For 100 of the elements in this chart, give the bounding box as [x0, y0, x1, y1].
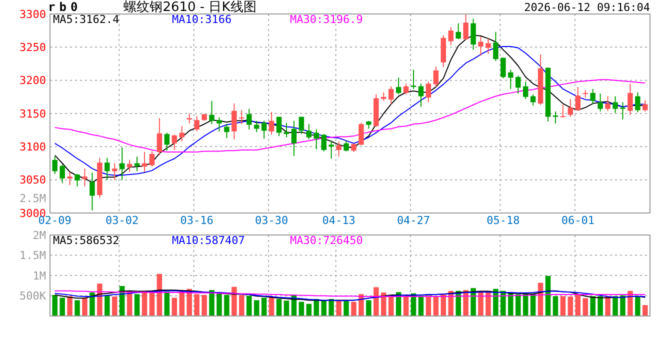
bar: [232, 286, 237, 316]
y-tick-label: 3200: [20, 74, 46, 88]
x-tick-label: 04-27: [396, 214, 430, 227]
bar: [254, 300, 260, 316]
candlestick: [433, 66, 439, 88]
line-series: [54, 79, 646, 152]
bar: [60, 298, 65, 316]
bar: [568, 296, 574, 316]
candlestick: [560, 104, 566, 118]
bar: [560, 296, 566, 316]
bar: [403, 296, 409, 316]
candlestick: [500, 57, 506, 79]
bar: [642, 305, 648, 316]
candlestick: [74, 173, 80, 187]
x-tick-label: 04-13: [322, 214, 356, 227]
x-tick-label: 03-16: [180, 214, 214, 227]
bar: [590, 296, 596, 316]
text: MA30:3196.9: [290, 13, 363, 26]
candlestick: [186, 113, 192, 124]
bar: [104, 294, 110, 316]
bar: [366, 300, 372, 316]
candlestick: [164, 132, 170, 152]
candlestick: [246, 108, 252, 130]
candlestick: [635, 92, 640, 113]
bar: [74, 300, 80, 316]
candlestick: [486, 38, 491, 54]
candlestick: [575, 86, 581, 112]
bar: [493, 288, 498, 316]
candlestick: [590, 88, 596, 105]
candlestick: [552, 111, 558, 124]
bar: [134, 294, 140, 316]
text: MA30:726450: [290, 234, 363, 247]
bar: [470, 288, 476, 316]
bar: [321, 301, 326, 316]
candlestick: [194, 116, 200, 132]
y-tick-label: 3250: [20, 41, 46, 54]
candlestick: [336, 140, 342, 158]
bar: [246, 296, 252, 316]
candlestick: [239, 110, 244, 125]
bar: [500, 290, 506, 316]
text: MA10:587407: [172, 234, 245, 247]
candlestick: [261, 120, 267, 140]
candlestick: [67, 171, 72, 186]
candlestick: [508, 69, 514, 90]
candlestick: [90, 172, 95, 211]
bar: [516, 294, 521, 316]
candlestick: [493, 31, 498, 62]
candlestick: [149, 150, 155, 168]
candlestick: [358, 122, 364, 146]
bar: [90, 292, 95, 316]
candlestick: [516, 75, 521, 94]
bar: [552, 296, 558, 316]
candlestick: [52, 156, 58, 174]
chart-title: 螺纹钢2610 - 日K线图: [124, 0, 256, 15]
annotation: rb0: [48, 0, 82, 14]
candlestick: [104, 157, 110, 180]
x-tick-label: 03-02: [106, 214, 139, 227]
bar: [82, 298, 88, 316]
bar: [620, 295, 626, 316]
bar: [612, 296, 618, 316]
y-tick-label: 2M: [32, 228, 46, 242]
bar: [598, 296, 603, 316]
candlestick: [612, 96, 618, 114]
bar: [268, 297, 274, 316]
bar: [239, 294, 244, 316]
bar: [216, 293, 222, 316]
candlestick: [628, 83, 633, 116]
candlestick: [276, 116, 282, 137]
bar: [284, 300, 290, 316]
candlestick: [456, 22, 461, 40]
bar: [112, 296, 118, 316]
candlestick: [254, 120, 260, 133]
candlestick: [396, 77, 402, 95]
bar: [306, 304, 312, 316]
candlestick: [470, 18, 476, 50]
candlestick: [291, 120, 297, 156]
y-tick-label: 1M: [32, 269, 46, 282]
candlestick: [179, 126, 184, 142]
candlestick: [344, 140, 349, 152]
bar: [351, 302, 356, 316]
x-tick-label: 05-18: [486, 214, 520, 227]
bar: [336, 301, 342, 316]
bar: [202, 294, 207, 316]
y-tick-label: 3300: [20, 8, 46, 21]
bar: [582, 298, 588, 316]
bar: [635, 296, 640, 316]
bar: [261, 298, 267, 316]
candlestick: [620, 102, 626, 120]
candlestick: [172, 134, 178, 150]
candlestick: [605, 96, 610, 112]
y-tick-label: 1.5M: [20, 249, 46, 262]
candlestick: [388, 86, 394, 105]
candlestick: [568, 98, 574, 118]
candlestick: [418, 83, 424, 108]
x-tick-label: 03-30: [254, 214, 288, 227]
candlestick: [403, 83, 409, 95]
candlestick: [209, 100, 214, 125]
candlestick: [216, 116, 222, 132]
candlestick: [426, 81, 432, 103]
candlestick: [598, 93, 603, 112]
